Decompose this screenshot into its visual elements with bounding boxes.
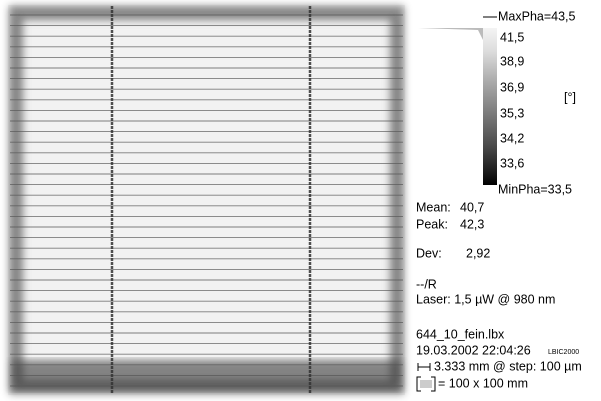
tick-label: 34,2: [500, 131, 524, 145]
file: 644_10_fein.lbx: [416, 327, 505, 341]
peak-value: 42,3: [460, 217, 484, 231]
instrument: LBIC2000: [548, 349, 579, 356]
size-icon: [416, 376, 436, 392]
laser: Laser: 1,5 µW @ 980 nm: [416, 292, 555, 306]
map-background: [8, 5, 405, 395]
timestamp: 19.03.2002 22:04:26: [416, 343, 531, 357]
mode: --/R: [416, 277, 437, 291]
step: 3.333 mm @ step: 100 µm: [434, 359, 582, 373]
tick-label: 41,5: [500, 30, 524, 44]
histogram: [418, 28, 483, 40]
min-label: MinPha=33,5: [498, 182, 572, 196]
dev-value: 2,92: [466, 246, 490, 260]
peak-label: Peak:: [416, 217, 448, 231]
mean-value: 40,7: [460, 200, 484, 214]
tick-label: 35,3: [500, 106, 524, 120]
max-label: MaxPha=43,5: [498, 9, 576, 23]
step-icon: [417, 363, 431, 371]
dev-label: Dev:: [416, 246, 442, 260]
mean-label: Mean:: [416, 200, 451, 214]
tick-label: 33,6: [500, 156, 524, 170]
tick-label: 36,9: [500, 80, 524, 94]
unit: [°]: [564, 90, 576, 104]
lbic-map: [8, 5, 405, 395]
size: = 100 x 100 mm: [438, 376, 528, 390]
colorbar: [483, 28, 497, 185]
tick-label: 38,9: [500, 54, 524, 68]
